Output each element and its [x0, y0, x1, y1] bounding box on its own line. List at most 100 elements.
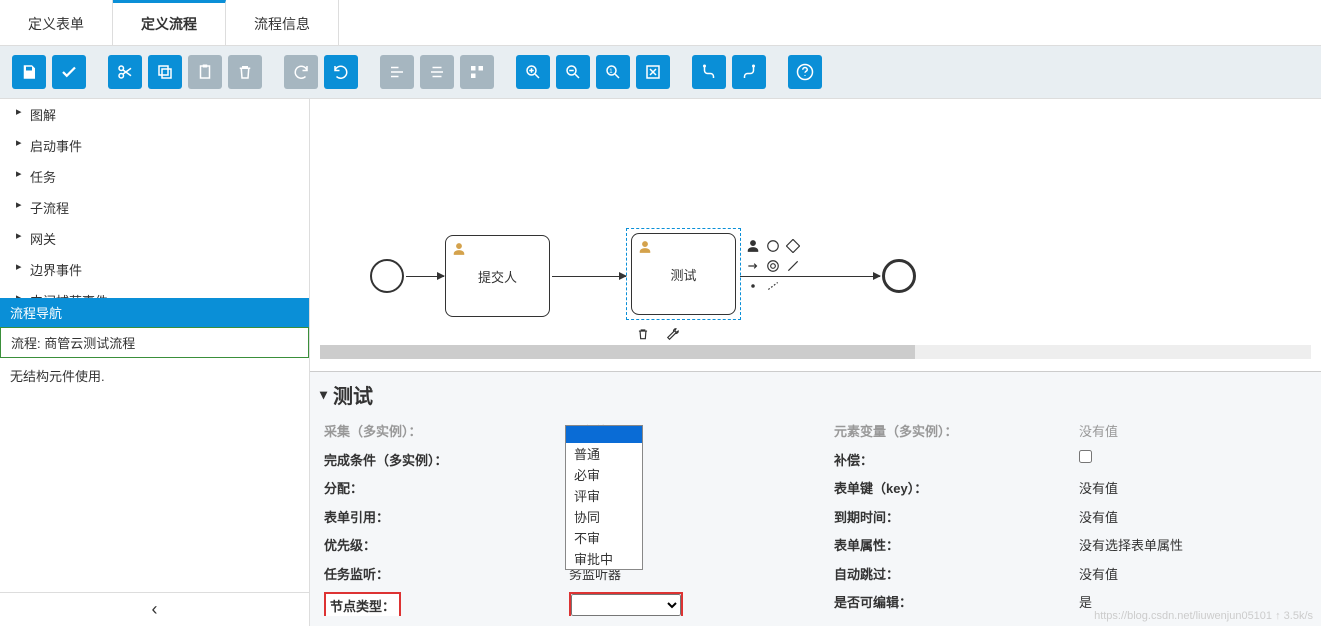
node-bottom-tools [636, 327, 680, 344]
tool-line-icon[interactable] [786, 259, 800, 273]
branch1-icon-button[interactable] [692, 55, 726, 89]
canvas-wrap: 提交人 测试 [310, 99, 1321, 626]
tool-arrow-icon[interactable] [746, 259, 760, 273]
dropdown-option[interactable]: 协同 [566, 506, 642, 527]
toolbar: 1 [0, 46, 1321, 99]
palette-category[interactable]: 边界事件 [0, 254, 309, 285]
prop-value[interactable] [565, 587, 830, 616]
properties-panel: 测试 采集（多实例）：没有值元素变量（多实例）：没有值完成条件（多实例）：没有值… [310, 371, 1321, 626]
task-test-selected[interactable]: 测试 [626, 228, 741, 320]
tab-bar: 定义表单 定义流程 流程信息 [0, 0, 1321, 46]
check-icon-button[interactable] [52, 55, 86, 89]
flow-name[interactable]: 流程: 商管云测试流程 [0, 327, 309, 358]
sidebar-collapse[interactable]: ‹ [0, 592, 309, 626]
prop-value[interactable]: 没有值 [1075, 473, 1295, 502]
tool-user-icon[interactable] [746, 239, 760, 253]
user-icon [638, 240, 652, 257]
comp-checkbox[interactable] [1079, 450, 1092, 463]
nav-header: 流程导航 [0, 298, 309, 327]
main-area: 图解启动事件任务子流程网关边界事件中间捕获事件 流程导航 流程: 商管云测试流程… [0, 99, 1321, 626]
no-struct-text: 无结构元件使用. [0, 358, 309, 393]
prop-value[interactable]: 没有选择表单属性 [1075, 530, 1295, 559]
watermark-text: https://blog.csdn.net/liuwenjun05101 ↑ 3… [1094, 610, 1313, 622]
prop-label: 表单属性： [830, 530, 1075, 559]
node-type-dropdown[interactable]: 普通必审评审协同不审审批中 [565, 425, 643, 570]
prop-label: 补偿： [830, 445, 1075, 474]
flow-arrow[interactable] [740, 276, 880, 277]
bpmn-canvas[interactable]: 提交人 测试 [310, 99, 1321, 371]
tool-gateway-icon[interactable] [786, 239, 800, 253]
dropdown-option[interactable]: 必审 [566, 464, 642, 485]
palette-category[interactable]: 网关 [0, 223, 309, 254]
copy-icon-button[interactable] [148, 55, 182, 89]
prop-grid: 采集（多实例）：没有值元素变量（多实例）：没有值完成条件（多实例）：没有值补偿：… [310, 421, 1321, 616]
prop-label: 节点类型： [320, 587, 565, 616]
prop-label: 优先级： [320, 530, 565, 559]
undo-icon-button[interactable] [324, 55, 358, 89]
paste-icon-button[interactable] [188, 55, 222, 89]
start-event[interactable] [370, 259, 404, 293]
palette-category[interactable]: 任务 [0, 161, 309, 192]
dropdown-option[interactable]: 审批中 [566, 548, 642, 569]
prop-label: 表单引用： [320, 502, 565, 531]
prop-value[interactable]: 没有值 [1075, 421, 1295, 445]
dropdown-option[interactable]: 普通 [566, 443, 642, 464]
dropdown-option[interactable]: 评审 [566, 485, 642, 506]
trash-icon-button[interactable] [228, 55, 262, 89]
cut-icon-button[interactable] [108, 55, 142, 89]
fit-icon-button[interactable] [636, 55, 670, 89]
wrench-icon[interactable] [666, 327, 680, 344]
prop-value[interactable]: 没有值 [1075, 502, 1295, 531]
save-icon-button[interactable] [12, 55, 46, 89]
help-icon-button[interactable] [788, 55, 822, 89]
zoomout-icon-button[interactable] [556, 55, 590, 89]
tool-circle-icon[interactable] [766, 239, 780, 253]
layout-icon-button[interactable] [460, 55, 494, 89]
tool-event-icon[interactable] [766, 259, 780, 273]
svg-text:1: 1 [609, 69, 613, 75]
sidebar-lower: 流程导航 流程: 商管云测试流程 无结构元件使用. [0, 298, 309, 393]
user-icon [452, 242, 466, 259]
node-type-select[interactable] [571, 594, 681, 616]
prop-label: 元素变量（多实例）： [830, 421, 1075, 445]
task-label: 测试 [670, 265, 696, 284]
prop-label: 表单键（key）： [830, 473, 1075, 502]
tool-dot-icon[interactable] [746, 279, 760, 293]
prop-label: 分配： [320, 473, 565, 502]
task-submitter[interactable]: 提交人 [445, 235, 550, 317]
task-label: 提交人 [478, 267, 517, 286]
trash-icon[interactable] [636, 327, 650, 344]
prop-label: 是否可编辑： [830, 587, 1075, 616]
canvas-scrollbar[interactable] [320, 345, 1311, 359]
branch2-icon-button[interactable] [732, 55, 766, 89]
tab-form[interactable]: 定义表单 [0, 0, 113, 45]
prop-label: 任务监听： [320, 559, 565, 588]
alignc-icon-button[interactable] [420, 55, 454, 89]
tool-connect-icon[interactable] [766, 279, 780, 293]
flow-arrow[interactable] [552, 276, 626, 277]
dropdown-option[interactable] [566, 426, 642, 443]
prop-title[interactable]: 测试 [310, 372, 1321, 421]
prop-label: 完成条件（多实例）： [320, 445, 565, 474]
tab-info[interactable]: 流程信息 [226, 0, 339, 45]
prop-value[interactable]: 没有值 [1075, 559, 1295, 588]
zreset-icon-button[interactable]: 1 [596, 55, 630, 89]
sidebar: 图解启动事件任务子流程网关边界事件中间捕获事件 流程导航 流程: 商管云测试流程… [0, 99, 310, 626]
prop-value[interactable] [1075, 445, 1295, 474]
palette-category[interactable]: 图解 [0, 99, 309, 130]
redo-icon-button[interactable] [284, 55, 318, 89]
palette-tree: 图解启动事件任务子流程网关边界事件中间捕获事件 [0, 99, 309, 298]
prop-label: 采集（多实例）： [320, 421, 565, 445]
end-event[interactable] [882, 259, 916, 293]
palette-category[interactable]: 启动事件 [0, 130, 309, 161]
alignl-icon-button[interactable] [380, 55, 414, 89]
palette-category[interactable]: 子流程 [0, 192, 309, 223]
dropdown-option[interactable]: 不审 [566, 527, 642, 548]
palette-category[interactable]: 中间捕获事件 [0, 285, 309, 298]
flow-arrow[interactable] [406, 276, 444, 277]
zoomin-icon-button[interactable] [516, 55, 550, 89]
prop-label: 自动跳过： [830, 559, 1075, 588]
tab-flow[interactable]: 定义流程 [113, 0, 226, 45]
node-context-tools [746, 239, 800, 293]
prop-label: 到期时间： [830, 502, 1075, 531]
